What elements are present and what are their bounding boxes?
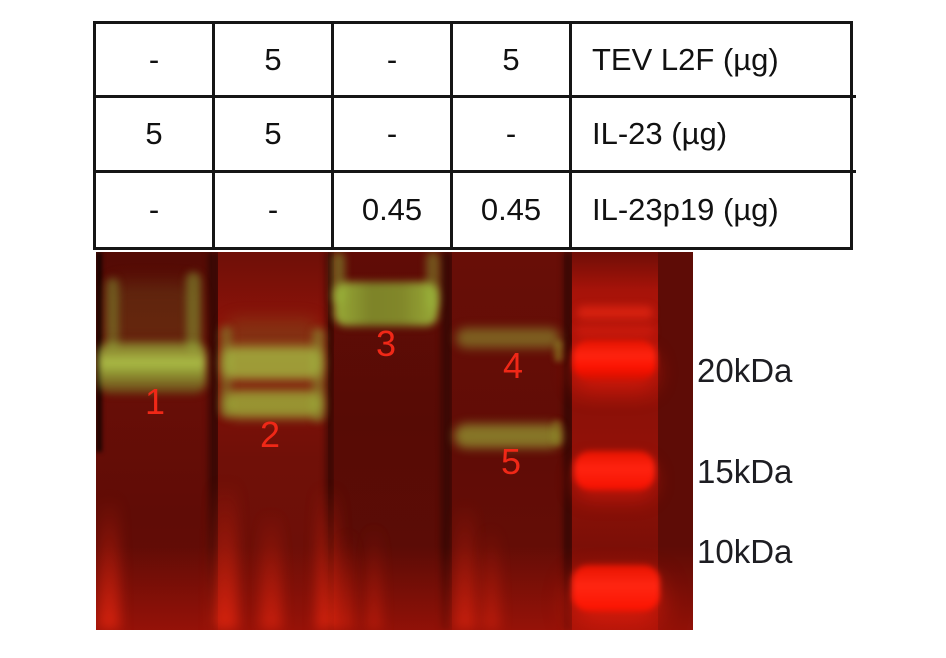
band-label-2: 2 (259, 414, 281, 455)
dye-front-flare (339, 530, 355, 630)
table-cell: 5 (215, 98, 334, 173)
ladder-faint-band-lower (576, 325, 654, 337)
lane1-left-wing (106, 278, 119, 350)
dye-front-flare (260, 510, 282, 630)
lane4-upper-band (456, 328, 560, 348)
ladder-20kda-band (573, 340, 656, 380)
dye-front-flare (454, 500, 476, 630)
marker-label-20kda: 20kDa (697, 352, 793, 389)
marker-label-15kda: 15kDa (697, 453, 793, 490)
lane1-band (98, 342, 206, 394)
marker-label-10kda: 10kDa (697, 533, 793, 570)
gel-speck (552, 420, 562, 446)
table-row-label: TEV L2F (µg) (572, 24, 856, 99)
table-cell: 0.45 (453, 172, 572, 247)
lane1-haze (108, 282, 196, 346)
dye-front-flare (212, 480, 238, 630)
band-label-4: 4 (502, 345, 524, 386)
dye-front-flare (316, 485, 340, 630)
table-cell: 5 (215, 24, 334, 99)
band-label-1: 1 (144, 381, 166, 422)
table-cell: - (96, 172, 215, 247)
lane4-lower-band (454, 424, 562, 448)
gel-blot-image: 1 2 3 4 5 (96, 252, 693, 630)
lane-gap (441, 252, 453, 630)
table-cell: 0.45 (334, 172, 453, 247)
lane1-right-wing (186, 272, 201, 352)
table-row-label: IL-23p19 (µg) (592, 191, 779, 227)
gel-speck (554, 340, 563, 362)
dye-front-flare (482, 525, 500, 630)
lane-gap (563, 252, 573, 630)
ladder-15kda-band (574, 451, 655, 490)
dye-front-flare (366, 525, 382, 630)
lane-gap (325, 252, 335, 630)
lane2-lower-band (224, 390, 322, 418)
dye-front-flare (98, 495, 120, 630)
table-row-label: IL-23 (µg) (572, 98, 856, 173)
table-cell: - (334, 24, 453, 99)
lane3-band (334, 282, 438, 326)
ladder-10kda-band (572, 565, 660, 611)
band-label-3: 3 (375, 323, 397, 364)
band-label-5: 5 (500, 441, 522, 482)
table-cell: 5 (453, 24, 572, 99)
ladder-faint-band-upper (577, 306, 653, 319)
table-cell: 5 (96, 98, 215, 173)
table-cell: - (453, 98, 572, 173)
lane2-upper-band (222, 346, 322, 380)
table-cell: - (334, 98, 453, 173)
conditions-table: - 5 - 5 TEV L2F (µg) 5 5 - - IL-23 (µg) … (93, 21, 856, 250)
table-cell: - (215, 172, 334, 247)
table-cell: - (96, 24, 215, 99)
